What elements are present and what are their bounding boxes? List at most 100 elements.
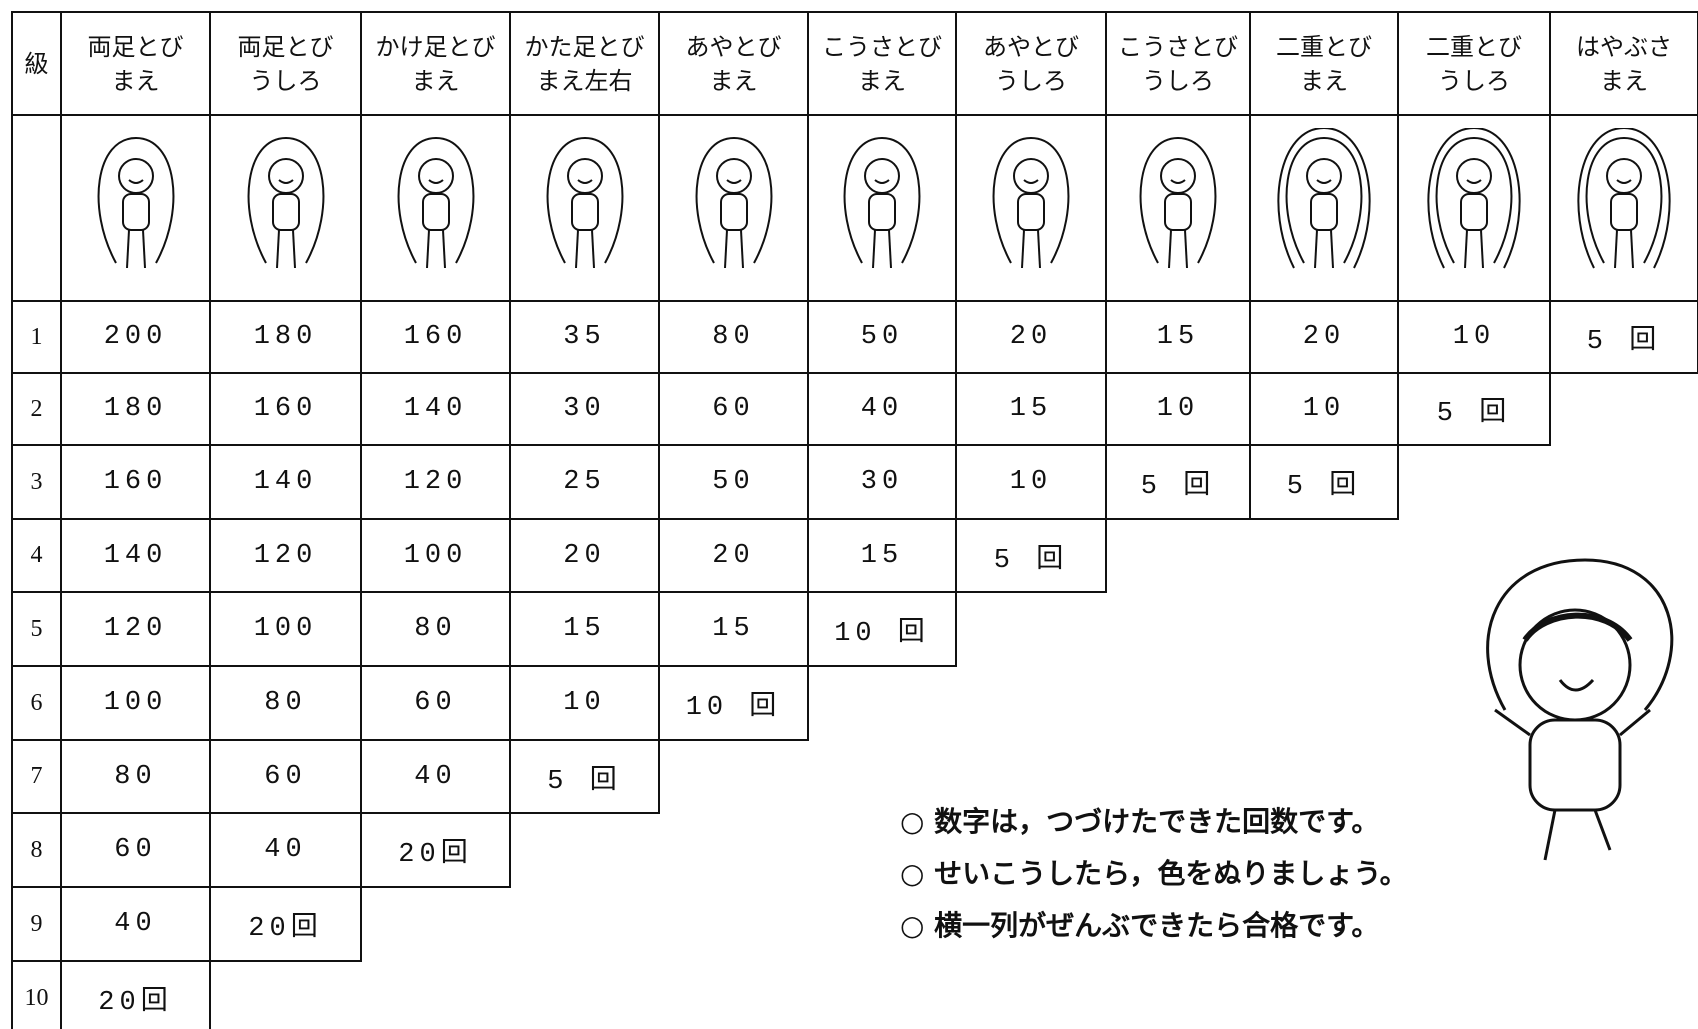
- note: ○ せいこうしたら，色をぬりましょう。: [900, 857, 1408, 890]
- value-cell: 100: [60, 665, 211, 741]
- value-cell: 10 回: [807, 591, 957, 667]
- value-cell: 15: [658, 591, 809, 667]
- value-cell: 100: [209, 591, 362, 667]
- value-cell: 5 回: [1105, 444, 1251, 520]
- jumper-figure: [1277, 128, 1371, 269]
- illustration: [1549, 114, 1698, 302]
- header-line: まえ: [1300, 66, 1348, 95]
- note: ○ 横一列がぜんぶできたら合格です。: [900, 909, 1380, 942]
- value-cell: 120: [209, 518, 362, 593]
- value-cell: 5 回: [509, 739, 660, 814]
- value-cell: 160: [60, 444, 211, 520]
- value-cell: 10: [1105, 372, 1251, 446]
- value-cell: 15: [509, 591, 660, 667]
- value-cell: 20回: [60, 960, 211, 1029]
- value-cell: 120: [360, 444, 511, 520]
- value-cell: 60: [360, 665, 511, 741]
- illustration: [807, 114, 957, 302]
- value-cell: 80: [60, 739, 211, 814]
- value-cell: 60: [60, 812, 211, 888]
- value-cell: 10 回: [658, 665, 809, 741]
- value-cell: 15: [955, 372, 1107, 446]
- header-line: かけ足とび: [375, 32, 496, 61]
- value-cell: 20回: [209, 886, 362, 962]
- column-header: こうさとび まえ: [807, 11, 957, 116]
- header-line: 両足とび: [237, 32, 334, 61]
- value-cell: 15: [807, 518, 957, 593]
- grade-cell: 10: [11, 960, 62, 1029]
- jumper-figure: [1577, 128, 1671, 269]
- value-cell: 5 回: [1397, 372, 1551, 446]
- header-line: こうさとび: [822, 32, 942, 61]
- column-header: 両足とび うしろ: [209, 11, 362, 116]
- value-cell: 10: [955, 444, 1107, 520]
- header-line: うしろ: [1142, 66, 1214, 95]
- illustration-blank: [11, 114, 62, 302]
- jumper-figure: [97, 136, 174, 269]
- value-cell: 15: [1105, 300, 1251, 374]
- value-cell: 5 回: [1249, 444, 1399, 520]
- header-line: まえ: [1600, 66, 1648, 95]
- column-header: 二重とび まえ: [1249, 11, 1399, 116]
- illustration: [209, 114, 362, 302]
- jumper-figure: [992, 136, 1070, 269]
- column-header: はやぶさ まえ: [1549, 11, 1698, 116]
- value-cell: 80: [209, 665, 362, 741]
- header-line: 両足とび: [87, 32, 184, 61]
- value-cell: 35: [509, 300, 660, 374]
- grade-cell: 4: [11, 518, 62, 593]
- grade-cell: 9: [11, 886, 62, 962]
- illustration: [658, 114, 809, 302]
- value-cell: 100: [360, 518, 511, 593]
- illustration: [509, 114, 660, 302]
- jumper-figure: [247, 136, 324, 269]
- value-cell: 50: [658, 444, 809, 520]
- value-cell: 20: [1249, 300, 1399, 374]
- value-cell: 20: [509, 518, 660, 593]
- value-cell: 60: [658, 372, 809, 446]
- value-cell: 40: [209, 812, 362, 888]
- illustration: [1105, 114, 1251, 302]
- value-cell: 160: [360, 300, 511, 374]
- column-header: こうさとび うしろ: [1105, 11, 1251, 116]
- value-cell: 40: [360, 739, 511, 814]
- value-cell: 40: [60, 886, 211, 962]
- header-line: あやとび: [685, 32, 782, 61]
- value-cell: 140: [360, 372, 511, 446]
- grade-header: 級: [11, 11, 62, 116]
- value-cell: 180: [209, 300, 362, 374]
- value-cell: 160: [209, 372, 362, 446]
- value-cell: 20: [955, 300, 1107, 374]
- grade-cell: 5: [11, 591, 62, 667]
- header-line: まえ: [411, 66, 460, 95]
- value-cell: 120: [60, 591, 211, 667]
- kid-illustration: [1486, 558, 1674, 861]
- value-cell: 5 回: [955, 518, 1107, 593]
- header-line: あやとび: [983, 32, 1079, 61]
- value-cell: 50: [807, 300, 957, 374]
- column-header: 両足とび まえ: [60, 11, 211, 116]
- illustration: [360, 114, 511, 302]
- header-line: うしろ: [249, 66, 322, 95]
- value-cell: 140: [60, 518, 211, 593]
- jumper-figure: [695, 136, 772, 269]
- column-header: 二重とび うしろ: [1397, 11, 1551, 116]
- illustration: [1249, 114, 1399, 302]
- grade-cell: 3: [11, 444, 62, 520]
- grade-cell: 8: [11, 812, 62, 888]
- jumper-figure: [546, 136, 623, 269]
- value-cell: 80: [360, 591, 511, 667]
- header-line: まえ: [709, 66, 758, 95]
- column-header: かけ足とび まえ: [360, 11, 511, 116]
- grade-cell: 2: [11, 372, 62, 446]
- column-header: あやとび うしろ: [955, 11, 1107, 116]
- header-line: はやぶさ: [1576, 32, 1672, 61]
- header-line: 二重とび: [1426, 32, 1522, 61]
- jumper-figure: [397, 136, 474, 269]
- value-cell: 180: [60, 372, 211, 446]
- column-header: かた足とび まえ左右: [509, 11, 660, 116]
- note: ○ 数字は，つづけたできた回数です。: [900, 805, 1380, 838]
- value-cell: 5 回: [1549, 300, 1698, 374]
- value-cell: 30: [807, 444, 957, 520]
